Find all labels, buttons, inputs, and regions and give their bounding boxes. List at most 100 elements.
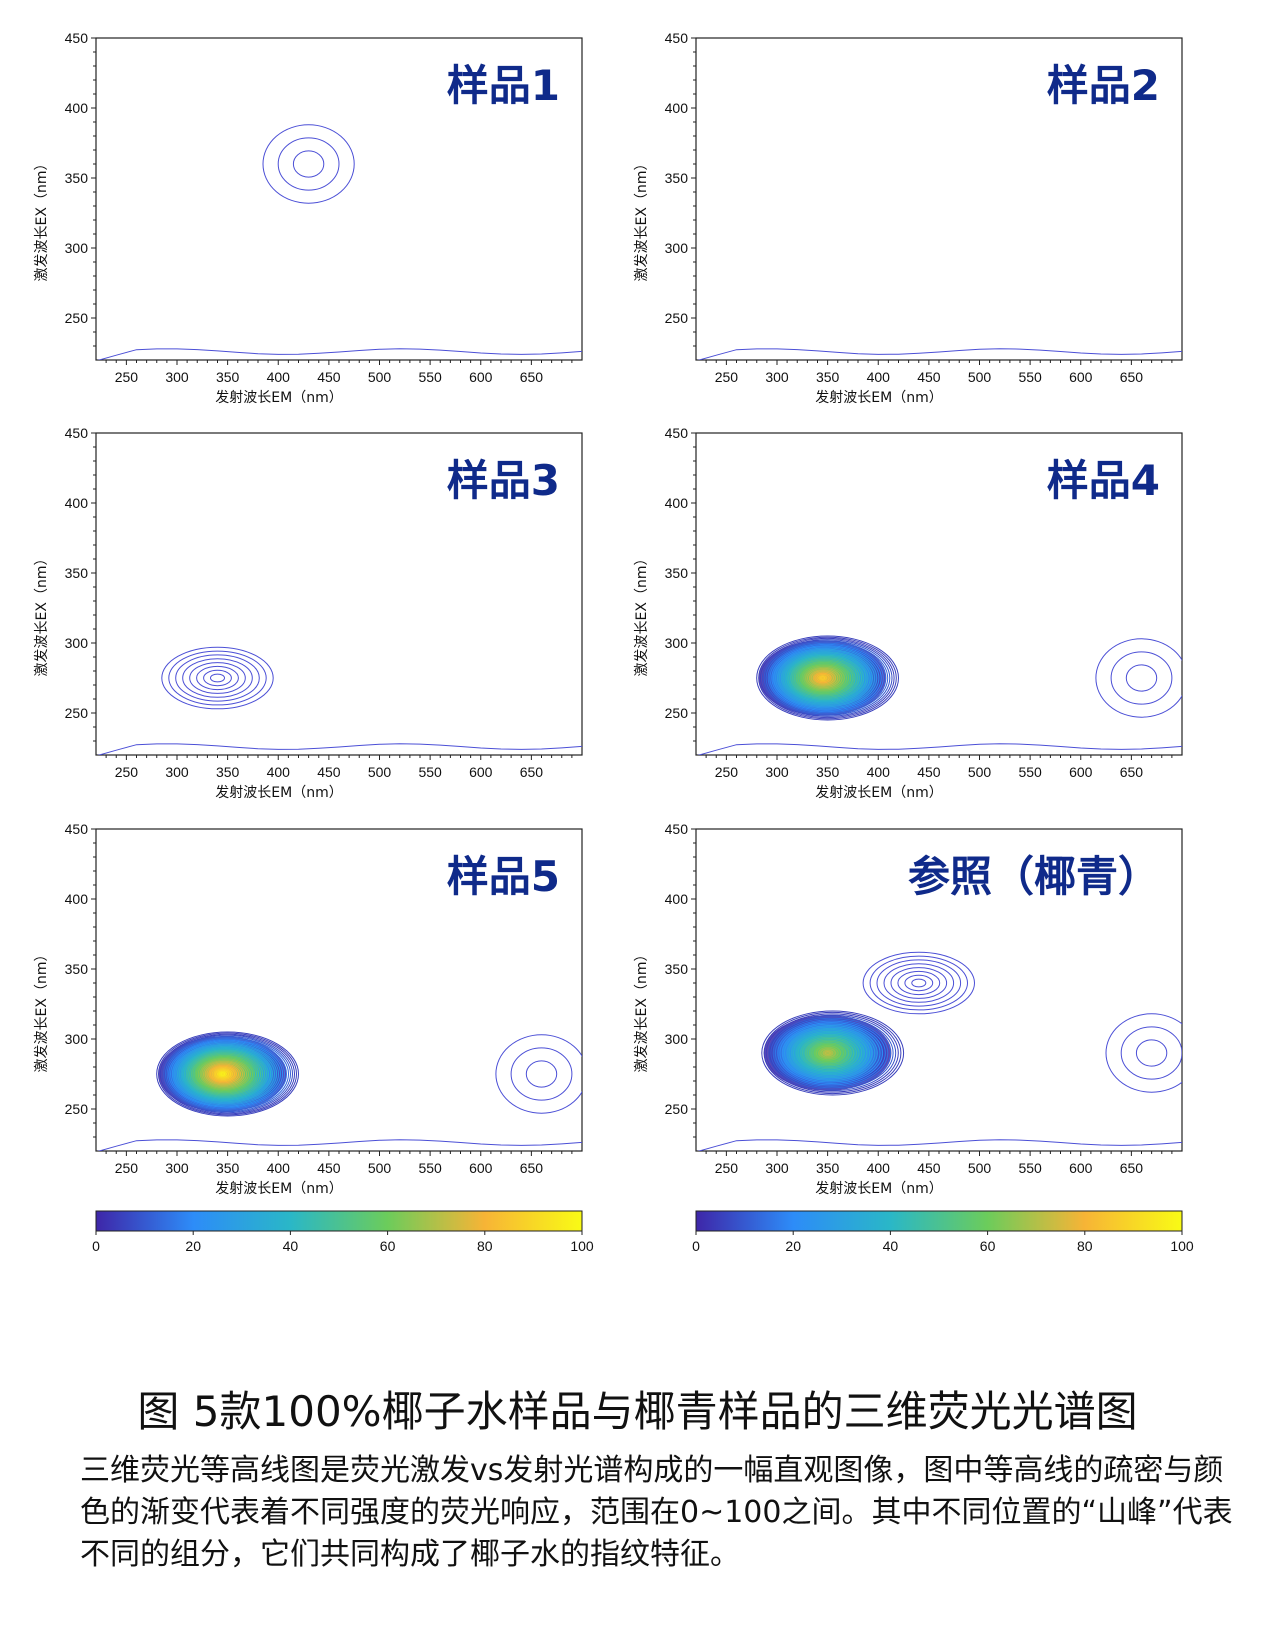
x-tick-label: 550 — [1018, 369, 1042, 385]
contour-line — [206, 1063, 242, 1085]
y-tick-label: 300 — [665, 240, 689, 256]
contour-line — [803, 665, 845, 691]
contour-line — [795, 1032, 865, 1074]
x-tick-label: 350 — [216, 764, 240, 780]
contour-line — [775, 647, 878, 709]
contour-line — [788, 1027, 873, 1079]
x-tick-label: 500 — [368, 764, 392, 780]
x-axis-label: 发射波长EM（nm） — [815, 785, 942, 801]
y-tick-label: 300 — [65, 240, 89, 256]
contour-line — [824, 1051, 831, 1055]
x-tick-label: 500 — [368, 369, 392, 385]
colorbar-left-svg: 0 20 40 60 80 100 — [92, 1210, 594, 1254]
contour-line — [774, 1019, 889, 1087]
panel-title: 样品3 — [447, 456, 560, 505]
contour-line — [788, 655, 863, 701]
x-tick-label: 300 — [765, 369, 789, 385]
contour-line — [784, 1025, 878, 1081]
contour-line — [170, 1040, 284, 1108]
contour-line — [777, 1020, 886, 1086]
contour-line — [175, 654, 260, 702]
contour-line — [806, 1039, 852, 1067]
figure-description: 三维荧光等高线图是荧光激发vs发射光谱构成的一幅直观图像，图中等高线的疏密与颜色… — [80, 1453, 1233, 1572]
contour-line — [161, 1034, 293, 1114]
x-tick-label: 250 — [115, 764, 139, 780]
colorbar-tick-label: 0 — [692, 1238, 700, 1254]
contour-line — [203, 669, 232, 687]
contour-line — [822, 1049, 834, 1057]
x-tick-label: 650 — [520, 1160, 544, 1176]
contour-line — [178, 1045, 273, 1103]
colorbar-tick-label: 100 — [570, 1238, 594, 1254]
y-tick-label: 250 — [665, 1101, 689, 1117]
contour-line — [495, 1034, 582, 1114]
contour-line — [911, 978, 927, 988]
contour-line — [189, 662, 246, 694]
contour-line — [201, 1060, 248, 1088]
x-tick-label: 500 — [968, 369, 992, 385]
x-tick-label: 300 — [165, 764, 189, 780]
x-tick-label: 650 — [520, 764, 544, 780]
x-tick-label: 250 — [115, 1160, 139, 1176]
x-tick-label: 650 — [520, 369, 544, 385]
x-tick-label: 500 — [968, 1160, 992, 1176]
contour-line — [904, 974, 934, 992]
x-tick-label: 500 — [968, 764, 992, 780]
x-tick-label: 450 — [317, 369, 341, 385]
x-tick-label: 350 — [816, 764, 840, 780]
x-axis-label: 发射波长EM（nm） — [815, 390, 942, 406]
contour-line — [756, 635, 900, 721]
contour-line — [163, 1035, 292, 1113]
contour-line — [797, 661, 852, 695]
contour-line — [210, 673, 225, 683]
contour-line — [813, 1043, 844, 1063]
contour-line — [211, 1066, 236, 1082]
contour-line — [189, 1052, 262, 1096]
contour-line — [763, 640, 891, 716]
contour-line — [262, 124, 355, 204]
colorbar-tick-label: 80 — [477, 1238, 493, 1254]
figure-caption: 图 5款100%椰子水样品与椰青样品的三维荧光光谱图 — [137, 1387, 1138, 1436]
x-tick-label: 400 — [267, 764, 291, 780]
contour-line — [818, 675, 828, 681]
contour-line — [883, 963, 955, 1003]
contour-line — [182, 1048, 270, 1100]
x-axis-label: 发射波长EM（nm） — [215, 785, 342, 801]
x-tick-label: 350 — [216, 1160, 240, 1176]
contour-line — [820, 1048, 836, 1058]
y-axis-label: 激发波长EX（nm） — [33, 552, 50, 677]
contour-line — [209, 1065, 238, 1083]
contour-line — [793, 659, 856, 697]
y-tick-label: 350 — [665, 565, 689, 581]
x-tick-label: 550 — [418, 764, 442, 780]
contour-line — [192, 1054, 258, 1094]
y-tick-label: 250 — [65, 1101, 89, 1117]
contour-line — [204, 1062, 244, 1086]
contour-line — [208, 1064, 240, 1084]
y-tick-label: 450 — [665, 425, 689, 441]
x-tick-label: 400 — [267, 369, 291, 385]
x-tick-label: 350 — [216, 369, 240, 385]
x-tick-label: 400 — [867, 764, 891, 780]
panel-sample-1: 250 300 350 400 450 500 550 600 650 250 300 350 400 4… — [30, 30, 600, 414]
contour-line — [897, 970, 941, 996]
contour-line — [772, 1017, 892, 1089]
contour-line — [869, 955, 968, 1011]
x-tick-label: 450 — [317, 1160, 341, 1176]
contour-line — [778, 649, 873, 707]
y-axis-label: 激发波长EX（nm） — [33, 157, 50, 282]
contour-line — [168, 1039, 285, 1109]
contour-line — [161, 646, 274, 710]
colorbar-tick-label: 100 — [1170, 1238, 1194, 1254]
x-tick-label: 600 — [1069, 1160, 1093, 1176]
contour-line — [876, 959, 962, 1007]
panel-sample-5: 250 300 350 400 450 500 550 600 650 250 300 350 400 4… — [30, 821, 600, 1205]
x-tick-label: 350 — [816, 1160, 840, 1176]
x-tick-label: 650 — [1120, 1160, 1144, 1176]
contour-layer — [97, 1031, 582, 1151]
contour-line — [203, 1061, 245, 1087]
contour-line — [1120, 1026, 1182, 1080]
contour-layer — [97, 646, 582, 755]
contour-line — [782, 652, 869, 704]
contour-line — [814, 672, 832, 684]
